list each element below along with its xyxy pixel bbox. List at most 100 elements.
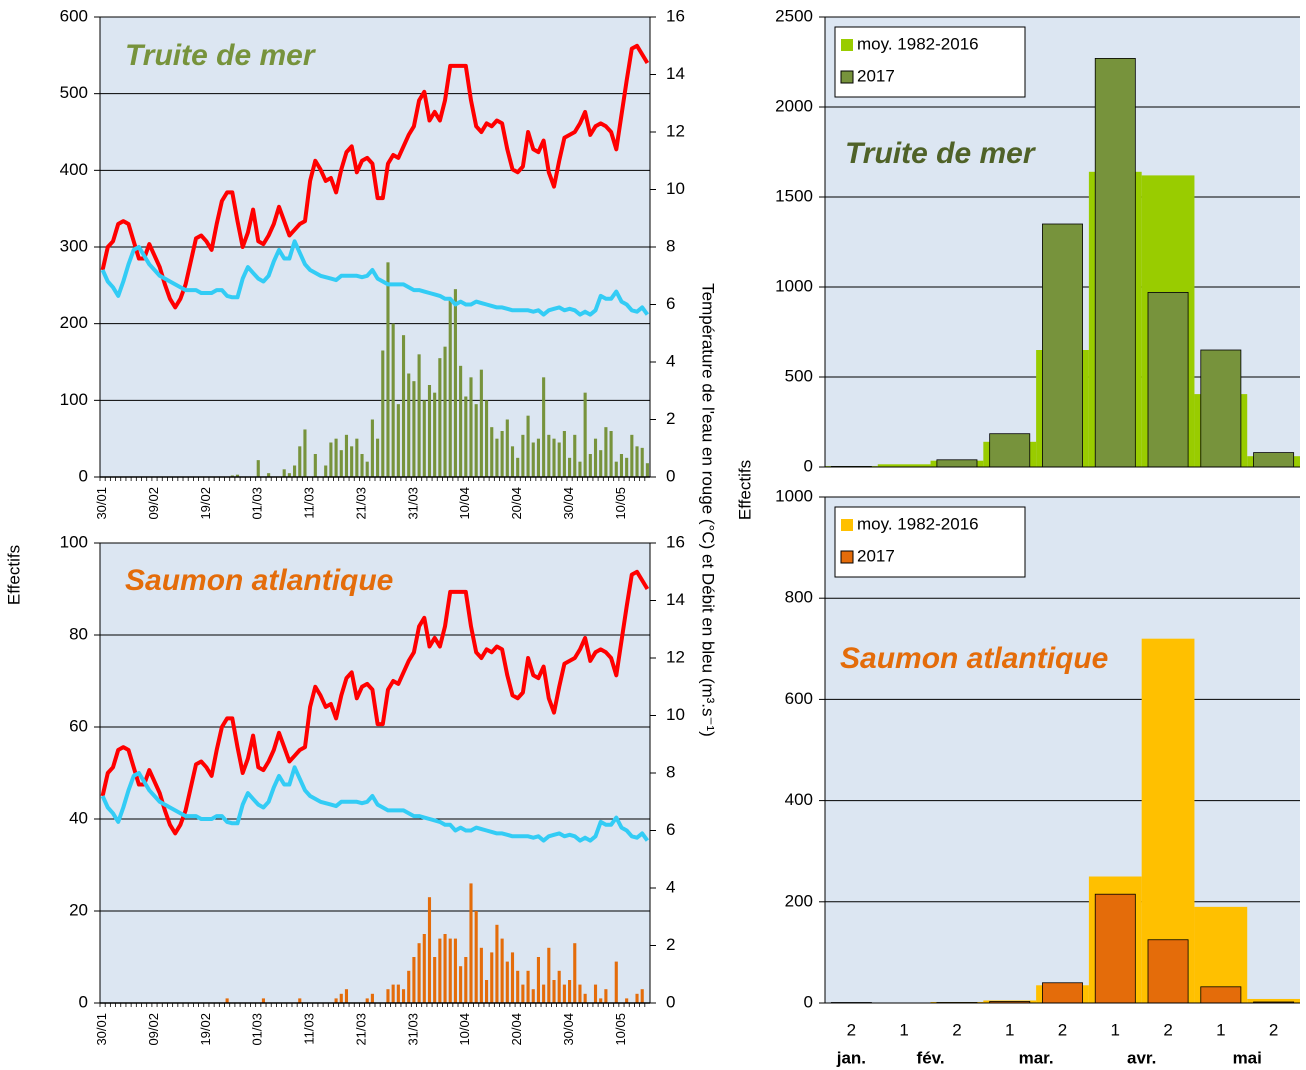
bar bbox=[324, 465, 328, 477]
y-tick-label: 500 bbox=[785, 366, 813, 385]
bar bbox=[417, 943, 421, 1003]
y-tick-label: 0 bbox=[804, 456, 813, 475]
x-tick-label: 30/04 bbox=[561, 1013, 576, 1046]
x-tick-label: 19/02 bbox=[198, 1013, 213, 1046]
bar bbox=[485, 400, 489, 477]
x-tick-label: 10/05 bbox=[613, 1013, 628, 1046]
bar bbox=[593, 984, 598, 1003]
bar bbox=[593, 438, 598, 477]
bar bbox=[479, 947, 483, 1003]
y-tick-label: 600 bbox=[785, 689, 813, 708]
x-tick-label: 21/03 bbox=[353, 1013, 368, 1046]
y-tick-label: 2000 bbox=[775, 96, 813, 115]
bar bbox=[1094, 893, 1136, 1004]
x-tick-label: 31/03 bbox=[405, 487, 420, 520]
bar bbox=[604, 427, 608, 477]
x-tick-label: 01/03 bbox=[250, 1013, 265, 1046]
x-tick-label: 20/04 bbox=[509, 487, 524, 520]
x-tick-label: 2 bbox=[1163, 1020, 1172, 1039]
y2-tick-label: 14 bbox=[666, 590, 685, 609]
bar bbox=[438, 358, 442, 477]
bar bbox=[500, 431, 504, 477]
bar bbox=[459, 966, 463, 1003]
bar bbox=[583, 392, 587, 477]
bar bbox=[635, 446, 639, 477]
y-tick-label: 600 bbox=[60, 6, 88, 25]
bar bbox=[443, 934, 447, 1003]
bar bbox=[526, 415, 530, 477]
bar bbox=[500, 938, 504, 1003]
y-tick-label: 200 bbox=[785, 891, 813, 910]
bar bbox=[443, 346, 447, 477]
bar bbox=[412, 381, 416, 477]
bar bbox=[490, 952, 494, 1003]
bar bbox=[936, 459, 978, 468]
legend-box bbox=[834, 506, 1026, 578]
y-tick-label: 300 bbox=[60, 236, 88, 255]
bar bbox=[1147, 291, 1189, 468]
y2-tick-label: 14 bbox=[666, 64, 685, 83]
legend-label: 2017 bbox=[857, 546, 895, 565]
legend-label: 2017 bbox=[857, 66, 895, 85]
y2-tick-label: 4 bbox=[666, 351, 675, 370]
y2-tick-label: 6 bbox=[666, 820, 675, 839]
bar bbox=[433, 957, 437, 1003]
bar bbox=[230, 475, 234, 477]
bar bbox=[625, 998, 629, 1003]
y-tick-label: 1000 bbox=[775, 276, 813, 295]
bar bbox=[547, 947, 551, 1003]
x-tick-label: 2 bbox=[952, 1020, 961, 1039]
bar bbox=[355, 438, 359, 477]
bar bbox=[645, 463, 649, 477]
bar bbox=[578, 984, 582, 1003]
bar bbox=[329, 442, 333, 477]
bar bbox=[422, 400, 426, 477]
bar bbox=[531, 989, 535, 1003]
bar bbox=[376, 438, 380, 477]
bar bbox=[552, 980, 556, 1003]
bar bbox=[396, 984, 400, 1003]
x-group-label: avr. bbox=[1127, 1048, 1156, 1067]
bar bbox=[599, 450, 603, 477]
bar bbox=[490, 427, 494, 477]
y2-tick-label: 10 bbox=[666, 705, 685, 724]
bar bbox=[1042, 223, 1083, 468]
x-group-label: fév. bbox=[917, 1048, 945, 1067]
bar bbox=[573, 434, 577, 477]
x-tick-label: 11/03 bbox=[302, 1013, 317, 1045]
bar bbox=[334, 438, 338, 477]
bar bbox=[459, 365, 463, 477]
bar bbox=[448, 300, 452, 477]
x-tick-label: 31/03 bbox=[405, 1013, 420, 1046]
bar bbox=[578, 461, 582, 477]
bar bbox=[370, 993, 374, 1003]
x-tick-label: 30/01 bbox=[94, 487, 109, 520]
y2-tick-label: 0 bbox=[666, 466, 675, 485]
y2-tick-label: 10 bbox=[666, 179, 685, 198]
bar bbox=[469, 883, 473, 1003]
bar bbox=[417, 354, 421, 477]
x-tick-label: 09/02 bbox=[146, 1013, 161, 1046]
bar bbox=[344, 434, 349, 477]
bar bbox=[562, 984, 566, 1003]
y-tick-label: 100 bbox=[60, 532, 88, 551]
legend-swatch bbox=[840, 550, 854, 564]
bar bbox=[469, 377, 473, 477]
bar bbox=[505, 419, 509, 477]
y-tick-label: 200 bbox=[60, 313, 88, 332]
line bbox=[100, 765, 650, 843]
x-tick-label: 09/02 bbox=[146, 487, 161, 520]
bar bbox=[640, 989, 644, 1003]
bar bbox=[1247, 998, 1300, 1003]
bar bbox=[495, 924, 499, 1003]
bar bbox=[298, 446, 302, 477]
bar bbox=[588, 454, 592, 477]
x-tick-label: 30/04 bbox=[561, 487, 576, 520]
bar bbox=[599, 998, 603, 1003]
bar bbox=[1200, 349, 1242, 468]
y2-tick-label: 16 bbox=[666, 6, 685, 25]
bar bbox=[365, 998, 369, 1003]
x-tick-label: 2 bbox=[1058, 1020, 1067, 1039]
bar bbox=[407, 970, 411, 1003]
bar bbox=[386, 262, 390, 477]
